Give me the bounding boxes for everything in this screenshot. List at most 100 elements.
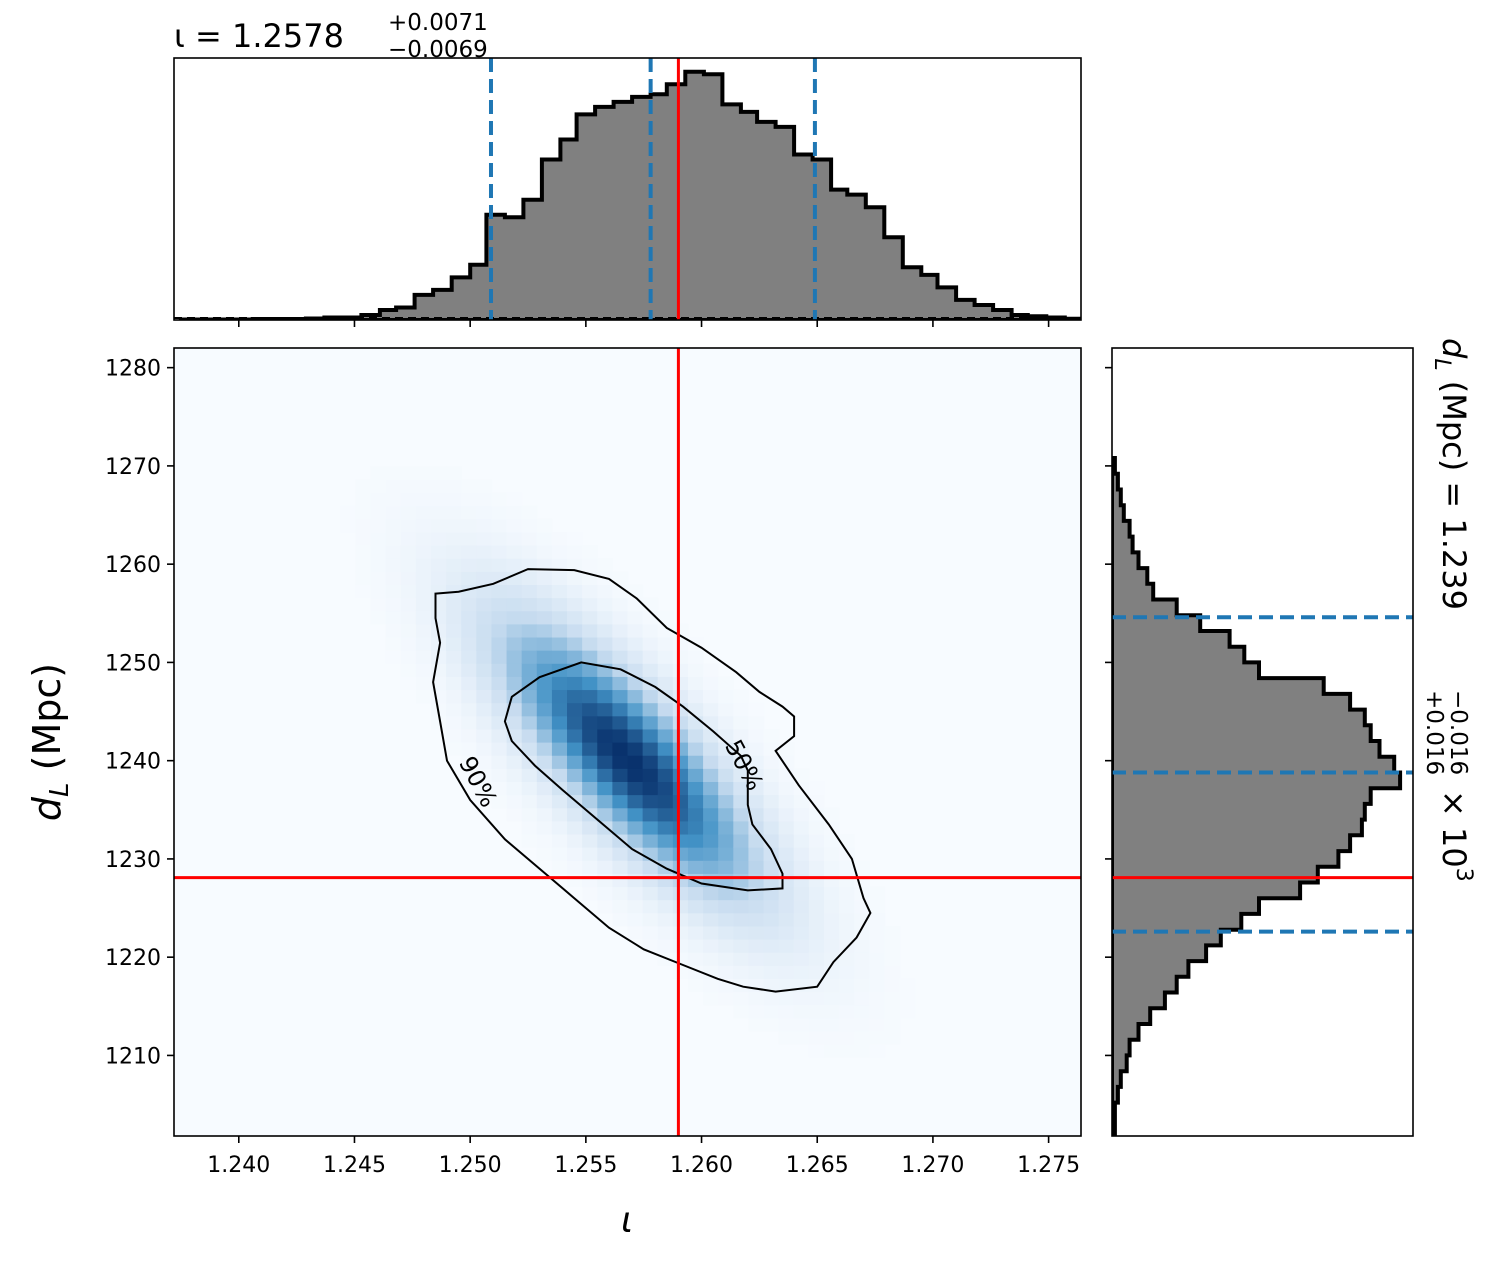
density-cell [355, 584, 372, 599]
density-cell [672, 833, 689, 848]
y-axis-label: dL (Mpc) [25, 663, 75, 821]
density-cell [672, 715, 689, 730]
density-cell [808, 925, 825, 940]
density-cell [567, 623, 583, 638]
density-cell [612, 768, 629, 782]
density-cell [854, 1017, 870, 1032]
density-cell [385, 466, 402, 480]
density-cell [657, 873, 674, 888]
density-cell [415, 663, 432, 677]
top-panel-frame [173, 57, 1082, 321]
density-cell [824, 1004, 840, 1019]
density-cell [642, 742, 659, 756]
density-cell [370, 466, 387, 480]
density-cell [718, 781, 734, 796]
density-cell [808, 1030, 825, 1045]
density-cell [687, 663, 704, 677]
density-cell [612, 781, 629, 796]
density-cell [612, 860, 629, 874]
x-tick-label: 1.245 [323, 1153, 386, 1178]
density-cell [793, 899, 810, 914]
density-cell [551, 597, 568, 612]
density-cell [506, 650, 523, 664]
density-cell [642, 886, 659, 901]
density-cell [627, 794, 644, 809]
density-cell [551, 715, 568, 730]
density-cell [461, 715, 477, 730]
density-cell [597, 584, 613, 599]
density-cell [521, 636, 538, 651]
density-cell [687, 820, 704, 835]
density-cell [687, 833, 704, 848]
density-cell [355, 492, 372, 507]
density-cell [506, 794, 523, 809]
density-cell [657, 689, 674, 704]
density-cell [627, 597, 644, 612]
density-cell [597, 597, 613, 612]
density-cell [703, 715, 719, 730]
density-cell [491, 636, 508, 651]
density-cell [567, 715, 583, 730]
density-cell [551, 558, 568, 572]
density-cell [582, 663, 598, 677]
density-cell [824, 978, 840, 993]
density-cell [461, 610, 477, 625]
density-cell [385, 518, 402, 533]
density-cell [687, 952, 704, 966]
density-cell [718, 939, 734, 953]
density-cell [748, 860, 765, 874]
density-cell [703, 847, 719, 861]
density-cell [703, 794, 719, 809]
dL-title: dL (Mpc) = 1.239 [1429, 338, 1473, 610]
density-cell [567, 610, 583, 625]
y-tick-label: 1270 [105, 455, 161, 480]
density-cell [506, 807, 523, 822]
density-cell [551, 820, 568, 835]
density-cell [718, 860, 734, 874]
density-cell [370, 597, 387, 612]
density-cell [793, 873, 810, 888]
density-cell [642, 912, 659, 927]
density-cell [582, 742, 598, 756]
density-cell [869, 991, 886, 1006]
density-cell [839, 912, 855, 927]
density-cell [597, 768, 613, 782]
density-cell [703, 939, 719, 953]
density-cell [869, 1017, 886, 1032]
density-cell [521, 663, 538, 677]
density-cell [748, 939, 765, 953]
density-cell [763, 899, 780, 914]
density-cell [808, 833, 825, 848]
density-cell [400, 518, 417, 533]
density-cell [808, 899, 825, 914]
density-cell [808, 820, 825, 835]
density-cell [672, 965, 689, 979]
density-cell [446, 610, 462, 625]
density-cell [884, 952, 901, 966]
density-cell [642, 794, 659, 809]
density-cell [778, 978, 795, 993]
density-cell [612, 610, 629, 625]
density-cell [687, 702, 704, 717]
density-cell [415, 650, 432, 664]
dL-title-upper-error: +0.016 [1421, 690, 1447, 775]
density-cell [703, 912, 719, 927]
density-cell [385, 558, 402, 572]
x-tick-label: 1.240 [207, 1153, 270, 1178]
density-cell [446, 466, 462, 480]
density-cell [869, 952, 886, 966]
density-cell [430, 663, 447, 677]
density-cell [567, 545, 583, 559]
density-cell [869, 1044, 886, 1058]
density-cell [642, 728, 659, 743]
density-cell [491, 715, 508, 730]
density-cell [385, 623, 402, 638]
density-cell [446, 650, 462, 664]
density-cell [672, 676, 689, 691]
density-cell [612, 886, 629, 901]
density-cell [899, 1004, 916, 1019]
density-cell [808, 952, 825, 966]
density-cell [597, 833, 613, 848]
density-cell [718, 965, 734, 979]
density-cell [461, 702, 477, 717]
